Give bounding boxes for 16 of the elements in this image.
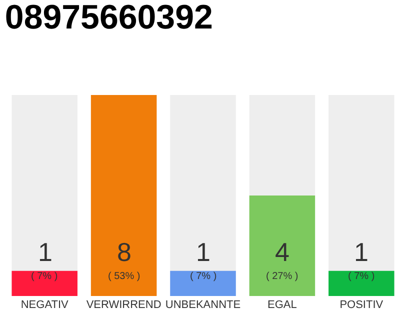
x-tick-label: EGAL	[268, 299, 297, 311]
x-tick-label: NEGATIV	[20, 299, 69, 311]
annotation: ( 7% )	[31, 271, 58, 282]
data-label: 1	[354, 237, 368, 267]
data-label: 1	[196, 237, 210, 267]
annotation: ( 7% )	[348, 271, 375, 282]
x-tick-label: UNBEKANNTE	[165, 299, 241, 311]
data-label: 4	[275, 237, 290, 267]
chart-title: 08975660392	[4, 0, 213, 37]
annotation: ( 7% )	[190, 271, 217, 282]
x-tick-label: POSITIV	[340, 299, 384, 311]
annotation: ( 27% )	[266, 271, 298, 282]
annotation: ( 53% )	[108, 271, 140, 282]
x-tick-label: VERWIRREND	[86, 299, 162, 311]
data-label: 1	[38, 237, 52, 267]
data-label: 8	[117, 237, 132, 267]
